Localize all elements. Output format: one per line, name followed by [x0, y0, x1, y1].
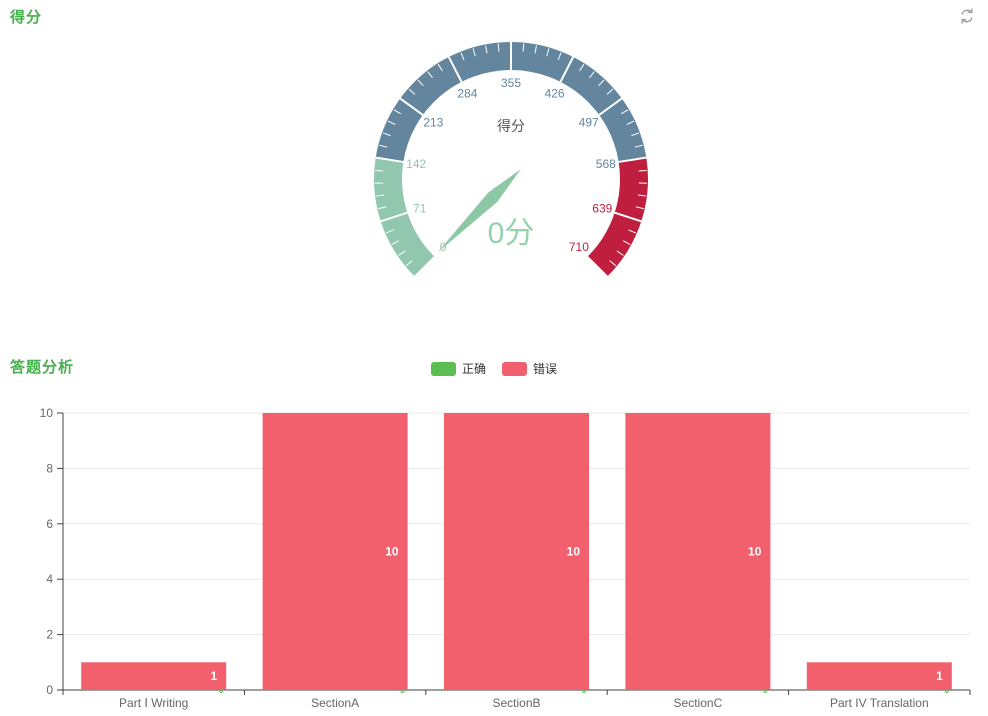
svg-text:71: 71 [413, 202, 427, 216]
score-gauge-chart: 071142213284355426497568639710得分0分 [374, 42, 648, 276]
answer-analysis-bar-chart: 024681001Part Ⅰ Writing010SectionA010Sec… [40, 406, 971, 710]
legend-swatch-wrong [502, 361, 527, 376]
svg-text:6: 6 [46, 517, 53, 531]
legend-item-correct[interactable]: 正确 [430, 360, 486, 377]
svg-text:Part Ⅰ Writing: Part Ⅰ Writing [119, 696, 188, 710]
svg-text:SectionB: SectionB [492, 696, 540, 710]
svg-text:497: 497 [579, 116, 599, 130]
refresh-icon[interactable] [958, 7, 976, 25]
svg-text:142: 142 [406, 157, 426, 171]
svg-text:10: 10 [748, 545, 762, 559]
svg-text:710: 710 [569, 240, 589, 254]
legend-label-wrong: 错误 [533, 362, 558, 376]
svg-text:1: 1 [936, 669, 943, 683]
svg-text:284: 284 [457, 86, 477, 100]
svg-text:Part IV Translation: Part IV Translation [830, 696, 929, 710]
svg-text:426: 426 [545, 86, 565, 100]
svg-text:SectionC: SectionC [674, 696, 723, 710]
svg-text:0: 0 [46, 683, 53, 697]
svg-text:568: 568 [596, 157, 616, 171]
legend-item-wrong[interactable]: 错误 [502, 360, 557, 377]
chart-legend: 正确 错误 [0, 360, 988, 377]
score-panel-title: 得分 [10, 9, 43, 26]
svg-text:213: 213 [423, 116, 443, 130]
svg-text:0分: 0分 [488, 217, 535, 250]
refresh-icon-glyph [961, 8, 973, 24]
svg-text:10: 10 [40, 406, 54, 420]
svg-text:355: 355 [501, 76, 521, 90]
svg-text:1: 1 [211, 669, 218, 683]
analysis-panel-title: 答题分析 [10, 359, 75, 376]
svg-text:SectionA: SectionA [311, 696, 359, 710]
svg-text:2: 2 [46, 628, 53, 642]
svg-text:得分: 得分 [497, 118, 525, 134]
svg-text:639: 639 [592, 202, 612, 216]
svg-text:10: 10 [567, 545, 581, 559]
legend-swatch-correct [430, 361, 456, 376]
svg-text:10: 10 [385, 545, 399, 559]
svg-text:8: 8 [46, 461, 53, 475]
svg-text:4: 4 [46, 572, 53, 586]
legend-label-correct: 正确 [461, 362, 486, 376]
